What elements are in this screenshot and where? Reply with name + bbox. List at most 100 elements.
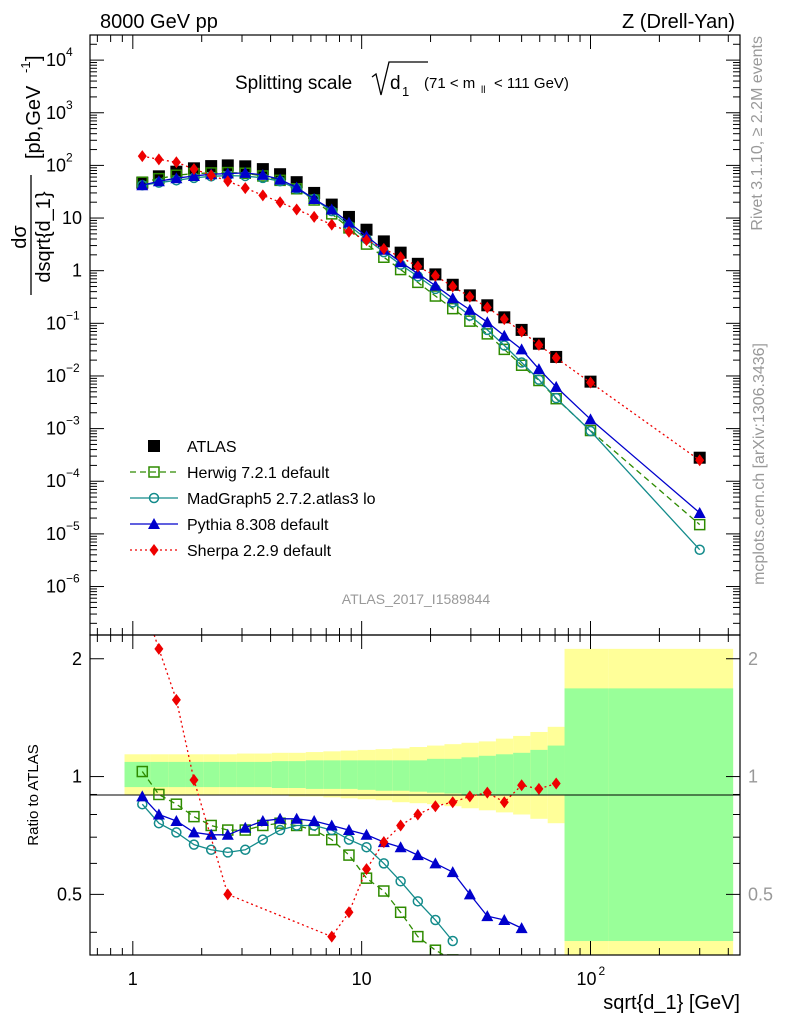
legend-label-atlas: ATLAS bbox=[187, 439, 237, 456]
x-tick-label: 10 bbox=[576, 969, 596, 989]
ratio-point bbox=[413, 808, 423, 821]
ratio-point bbox=[188, 839, 200, 850]
ratio-point bbox=[171, 693, 181, 706]
ratio-point bbox=[205, 828, 218, 840]
legend-entry-atlas: ATLAS bbox=[148, 439, 237, 456]
data-point bbox=[344, 225, 354, 238]
band-inner bbox=[203, 761, 220, 788]
ratio-point bbox=[274, 812, 287, 824]
data-point bbox=[481, 316, 494, 328]
legend-label-madgraph: MadGraph5 2.7.2.atlas3 lo bbox=[187, 491, 376, 508]
ratio-y-label: Ratio to ATLAS bbox=[25, 744, 42, 845]
ratio-y-tick-label-right: 2 bbox=[748, 649, 758, 669]
data-point bbox=[446, 302, 459, 315]
analysis-label: ATLAS_2017_I1589844 bbox=[342, 591, 491, 607]
data-point bbox=[221, 167, 234, 179]
ratio-point bbox=[154, 642, 164, 655]
data-point bbox=[586, 376, 596, 389]
ratio-point bbox=[362, 863, 372, 876]
data-point bbox=[429, 290, 442, 302]
ratio-y-tick-label-right: 1 bbox=[748, 767, 758, 787]
main-y-tick-label: 10 bbox=[46, 155, 66, 175]
data-point bbox=[413, 260, 423, 273]
ratio-point bbox=[274, 824, 286, 836]
ratio-point bbox=[430, 800, 440, 813]
x-tick-label-exp: 2 bbox=[599, 964, 606, 978]
data-point bbox=[515, 343, 528, 355]
band-inner bbox=[608, 688, 734, 942]
main-y-tick-label-exp: −3 bbox=[66, 414, 80, 428]
ylabel-unit-close: ] bbox=[23, 55, 45, 61]
band-inner bbox=[288, 761, 306, 788]
title-sub-index: 1 bbox=[402, 84, 409, 99]
ratio-point bbox=[411, 849, 424, 861]
ratio-point bbox=[152, 808, 165, 820]
legend-marker bbox=[148, 466, 160, 478]
legend-label-sherpa: Sherpa 2.2.9 default bbox=[187, 543, 332, 560]
data-point bbox=[189, 163, 199, 176]
main-y-tick-label: 10 bbox=[46, 471, 66, 491]
ratio-point bbox=[551, 777, 561, 790]
ratio-y-tick-label: 2 bbox=[72, 649, 82, 669]
ratio-point bbox=[188, 810, 200, 823]
main-y-tick-label: 10 bbox=[46, 577, 66, 597]
data-point bbox=[446, 292, 459, 304]
main-y-tick-label-exp: −6 bbox=[66, 572, 80, 586]
main-y-tick-label: 10 bbox=[62, 208, 82, 228]
data-point bbox=[551, 351, 561, 364]
data-point bbox=[154, 153, 164, 166]
main-y-tick-label: 1 bbox=[72, 261, 82, 281]
band-inner bbox=[513, 752, 531, 795]
ratio-plot: 1 10 10 20.5 0.51 12 2 Ratio to ATLAS sqrt{d_1… bbox=[25, 634, 773, 1014]
title-cut-end: < 111 GeV) bbox=[494, 75, 569, 92]
main-y-tick-label-exp: −4 bbox=[66, 466, 80, 480]
ratio-point bbox=[221, 828, 234, 840]
x-tick-label: 1 bbox=[128, 969, 138, 989]
data-point bbox=[274, 173, 287, 185]
ratio-point bbox=[343, 849, 355, 861]
ratio-point bbox=[394, 841, 407, 853]
band-inner bbox=[530, 749, 548, 795]
ratio-point bbox=[205, 844, 217, 856]
ratio-point bbox=[379, 836, 389, 849]
data-point bbox=[693, 518, 706, 531]
ratio-point bbox=[499, 796, 509, 809]
data-point bbox=[308, 192, 321, 204]
ratio-point bbox=[136, 765, 149, 778]
data-point bbox=[482, 301, 492, 314]
header-left: 8000 GeV pp bbox=[100, 11, 218, 33]
ratio-point bbox=[396, 819, 406, 832]
ylabel-num: dσ bbox=[9, 225, 31, 249]
band-inner bbox=[271, 761, 289, 788]
band-inner bbox=[547, 745, 565, 795]
data-point bbox=[498, 343, 511, 356]
data-point bbox=[360, 223, 373, 236]
ratio-point bbox=[446, 954, 459, 955]
main-y-tick-label-exp: −1 bbox=[66, 308, 80, 322]
ratio-point bbox=[360, 828, 373, 840]
legend: ATLAS Herwig 7.2.1 default MadGraph5 2.7… bbox=[130, 439, 376, 560]
data-point bbox=[327, 218, 337, 231]
ratio-point bbox=[342, 824, 355, 836]
ratio-point bbox=[517, 779, 527, 792]
series-line bbox=[142, 172, 701, 514]
header-right: Z (Drell-Yan) bbox=[622, 11, 735, 33]
data-point bbox=[292, 203, 302, 216]
main-y-tick-label: 10 bbox=[46, 524, 66, 544]
ratio-point bbox=[378, 858, 390, 869]
ratio-point bbox=[498, 914, 511, 926]
band-inner bbox=[357, 760, 376, 790]
band-inner bbox=[392, 760, 410, 791]
data-point bbox=[517, 325, 527, 338]
ratio-series-line bbox=[141, 803, 454, 942]
ratio-y-tick-label: 1 bbox=[72, 767, 82, 787]
main-y-tick-label: 10 bbox=[46, 366, 66, 386]
main-y-tick-label: 10 bbox=[46, 103, 66, 123]
band-inner bbox=[185, 761, 204, 788]
ratio-point bbox=[187, 826, 200, 838]
main-y-tick-label-exp: 4 bbox=[66, 45, 73, 59]
data-point bbox=[170, 165, 183, 178]
data-point bbox=[221, 159, 234, 172]
main-y-tick-label-exp: 2 bbox=[66, 150, 73, 164]
data-point bbox=[275, 196, 285, 209]
